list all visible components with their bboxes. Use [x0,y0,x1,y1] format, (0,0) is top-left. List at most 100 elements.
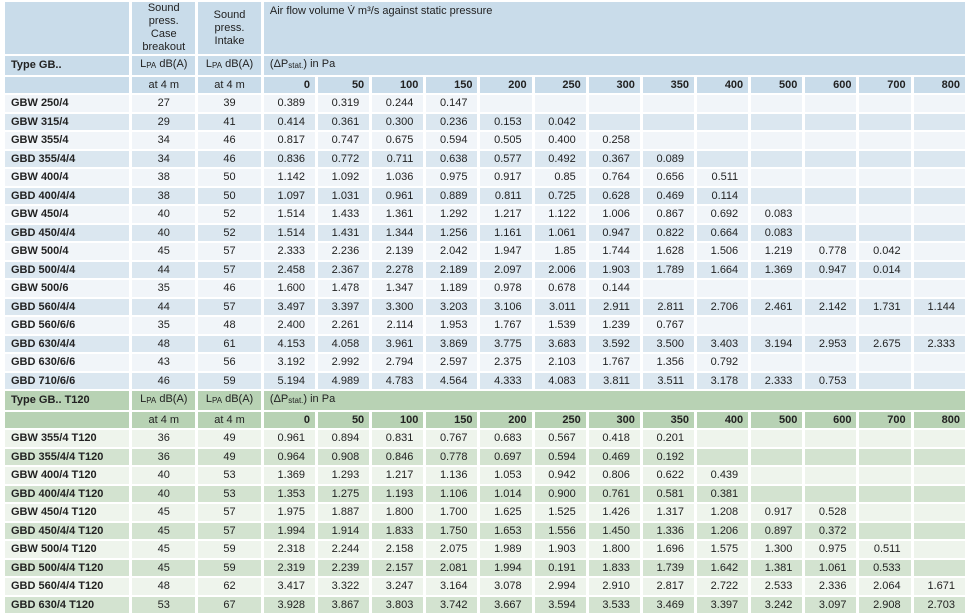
sound-case-value: 34 [132,132,196,149]
table-row: GBW 450/4 T120 45 57 1.975 1.887 1.800 1.700 1.… [5,504,965,521]
airflow-value-200: 0.153 [480,113,532,130]
lpa-symbol: L [205,393,212,405]
table-row: GBD 560/4/4 44 57 3.497 3.397 3.300 3.203 3.106… [5,298,965,315]
sound-case-value: 45 [132,504,196,521]
airflow-value-150: 0.767 [426,430,478,447]
airflow-value-400 [697,448,749,465]
sound-case-value: 34 [132,150,196,167]
airflow-value-250: 0.492 [534,150,586,167]
pressure-header-400: 400 [697,76,749,93]
airflow-value-400: 0.511 [697,169,749,186]
airflow-value-350: 0.469 [642,187,695,204]
airflow-value-500 [751,430,803,447]
airflow-value-500: 3.242 [751,596,803,613]
airflow-value-300: 0.628 [588,187,640,204]
airflow-value-600: 0.753 [805,372,857,389]
airflow-value-250: 2.103 [534,354,586,371]
airflow-value-700 [859,467,911,484]
airflow-value-200: 0.505 [480,132,532,149]
sound-intake-value: 46 [198,132,261,149]
airflow-value-150: 2.597 [426,354,478,371]
airflow-value-500: 3.194 [751,335,803,352]
fan-type: GBW 450/4 T120 [5,504,130,521]
airflow-value-350: 2.817 [642,578,695,595]
airflow-value-350: 0.767 [642,317,695,334]
airflow-value-400: 1.575 [697,541,749,558]
airflow-value-100: 0.961 [372,187,424,204]
airflow-value-300: 0.144 [588,280,640,297]
airflow-value-800: 1.671 [913,578,965,595]
sound-case-value: 40 [132,485,196,502]
airflow-value-800 [913,224,965,241]
airflow-value-300: 1.426 [588,504,640,521]
airflow-value-100: 2.114 [372,317,424,334]
header-sound-case: Sound press. Case breakout [132,2,196,54]
airflow-value-100: 0.244 [372,95,424,112]
airflow-value-800 [913,95,965,112]
pressure-header-200: 200 [480,76,532,93]
airflow-value-300: 0.806 [588,467,640,484]
airflow-value-250: 1.122 [534,206,586,223]
airflow-value-150: 1.953 [426,317,478,334]
sound-intake-value: 62 [198,578,261,595]
pressure-header-150: 150 [426,76,478,93]
airflow-value-300: 0.764 [588,169,640,186]
airflow-value-600 [805,467,857,484]
header-row-units: Type GB.. LPA dB(A) LPA dB(A) (ΔPstat.) in … [5,56,965,75]
header-static-pressure: (ΔPstat.) in Pa [263,391,965,410]
sound-intake-value: 46 [198,280,261,297]
airflow-value-50: 1.431 [318,224,370,241]
dp-subscript: stat. [288,396,304,405]
airflow-value-700: 0.533 [859,559,911,576]
airflow-value-0: 3.192 [263,354,316,371]
airflow-value-350: 1.317 [642,504,695,521]
airflow-value-250: 0.567 [534,430,586,447]
sound-case-value: 40 [132,224,196,241]
sound-case-value: 48 [132,578,196,595]
airflow-value-350: 3.511 [642,372,695,389]
airflow-value-150: 0.778 [426,448,478,465]
airflow-value-100: 1.347 [372,280,424,297]
airflow-value-100: 1.800 [372,504,424,521]
sound-intake-value: 53 [198,467,261,484]
airflow-value-0: 3.417 [263,578,316,595]
airflow-value-700: 1.731 [859,298,911,315]
airflow-value-250: 2.994 [534,578,586,595]
fan-type: GBD 355/4/4 [5,150,130,167]
airflow-value-400 [697,150,749,167]
table-row: GBW 400/4 T120 40 53 1.369 1.293 1.217 1.136 1.… [5,467,965,484]
airflow-value-300: 3.592 [588,335,640,352]
airflow-value-0: 1.975 [263,504,316,521]
airflow-value-50: 3.397 [318,298,370,315]
airflow-value-0: 0.961 [263,430,316,447]
airflow-value-0: 1.097 [263,187,316,204]
airflow-value-500: 2.333 [751,372,803,389]
airflow-value-200: 2.375 [480,354,532,371]
airflow-value-250: 3.594 [534,596,586,613]
airflow-value-350: 2.811 [642,298,695,315]
airflow-value-150: 2.042 [426,243,478,260]
airflow-value-50: 1.031 [318,187,370,204]
lpa-symbol: L [140,58,147,70]
airflow-value-100: 2.139 [372,243,424,260]
airflow-value-800 [913,354,965,371]
airflow-value-600 [805,132,857,149]
header-at4m-intake: at 4 m [198,76,261,93]
airflow-value-800: 1.144 [913,298,965,315]
airflow-value-600: 2.953 [805,335,857,352]
airflow-value-350: 1.789 [642,261,695,278]
airflow-value-800 [913,169,965,186]
airflow-value-300: 1.767 [588,354,640,371]
airflow-value-700 [859,150,911,167]
table-row: GBD 630/4 T120 53 67 3.928 3.867 3.803 3.742 3.… [5,596,965,613]
header-row-pressures: at 4 m at 4 m 0 50 100 150 200 250 300 350 400 500 6… [5,411,965,428]
airflow-value-350: 0.867 [642,206,695,223]
airflow-value-400: 1.642 [697,559,749,576]
airflow-value-0: 2.333 [263,243,316,260]
airflow-value-0: 1.353 [263,485,316,502]
header-row-pressures: at 4 m at 4 m 0 50 100 150 200 250 300 350 400 500 6… [5,76,965,93]
airflow-value-300 [588,113,640,130]
airflow-value-250: 0.594 [534,448,586,465]
airflow-value-700 [859,224,911,241]
airflow-value-100: 2.794 [372,354,424,371]
